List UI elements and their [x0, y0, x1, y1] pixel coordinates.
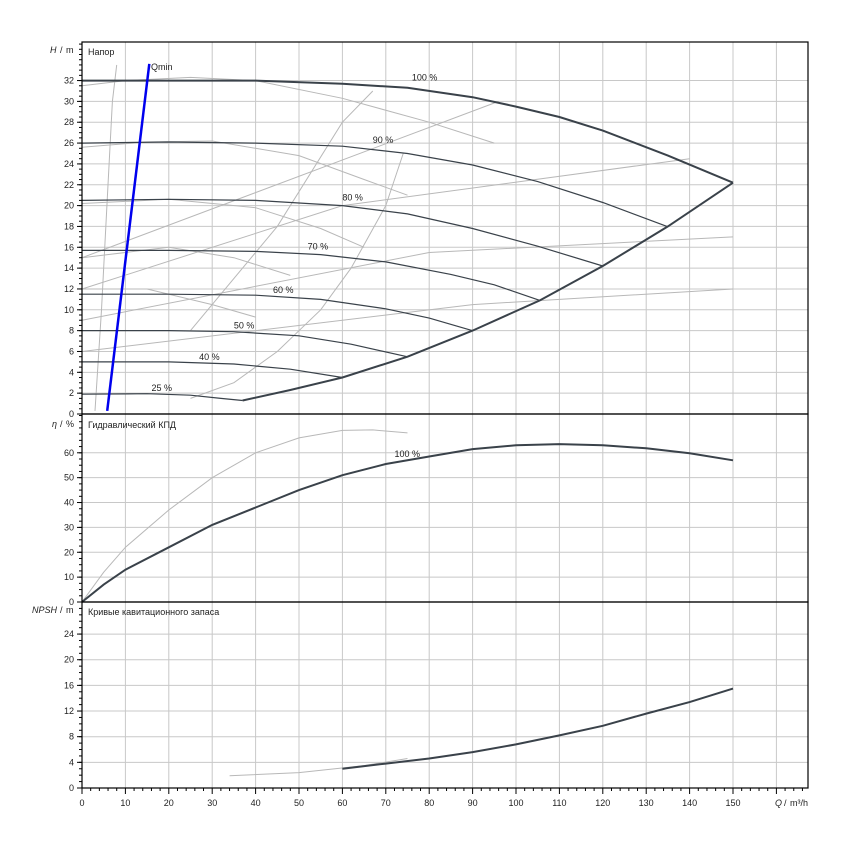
series-line — [82, 249, 541, 301]
reference-curve — [81, 236, 734, 321]
reference-curve — [81, 198, 365, 248]
x-tick-label: 50 — [294, 798, 304, 808]
x-tick-label: 0 — [79, 798, 84, 808]
eff-ylabel-unit: % — [66, 419, 74, 429]
xlabel-var: Q — [775, 798, 782, 808]
reference-curve — [82, 288, 256, 318]
x-tick-label: 150 — [725, 798, 740, 808]
y-tick-label: 12 — [64, 706, 74, 716]
head-ylabel-var: H — [50, 45, 57, 55]
x-tick-label: 120 — [595, 798, 610, 808]
head-panel-title: Напор — [88, 47, 114, 57]
panel-frame — [81, 41, 809, 415]
y-tick-label: 4 — [69, 757, 74, 767]
series-line — [342, 687, 734, 770]
npsh-ylabel-unit: m — [66, 605, 74, 615]
y-tick-label: 24 — [64, 159, 74, 169]
y-tick-label: 20 — [64, 201, 74, 211]
x-tick-label: 30 — [207, 798, 217, 808]
series-label: 25 % — [151, 383, 172, 393]
xlabel-sep: / — [784, 798, 787, 808]
x-tick-label: 130 — [639, 798, 654, 808]
y-tick-label: 26 — [64, 138, 74, 148]
x-tick-label: 80 — [424, 798, 434, 808]
panel-frame — [81, 601, 809, 789]
y-tick-label: 30 — [64, 96, 74, 106]
reference-curve — [81, 140, 408, 196]
x-tick-label: 100 — [508, 798, 523, 808]
max-envelope-line — [242, 181, 734, 402]
series-line — [81, 141, 668, 227]
xlabel-unit: m³/h — [790, 798, 808, 808]
y-tick-label: 10 — [64, 572, 74, 582]
y-tick-label: 4 — [69, 367, 74, 377]
x-tick-label: 60 — [337, 798, 347, 808]
series-line — [82, 330, 408, 358]
series-label: 70 % — [308, 241, 329, 251]
y-tick-label: 40 — [64, 498, 74, 508]
y-tick-label: 8 — [69, 326, 74, 336]
npsh-panel-title: Кривые кавитационного запаса — [88, 607, 219, 617]
y-tick-label: 50 — [64, 473, 74, 483]
ylabel-sep: / — [60, 45, 63, 55]
y-tick-label: 12 — [64, 284, 74, 294]
series-label: 100 % — [394, 449, 420, 459]
reference-curve — [190, 153, 404, 399]
qmin-line — [105, 63, 151, 412]
reference-curve — [94, 64, 118, 411]
npsh-ylabel-var: NPSH — [32, 605, 58, 615]
y-tick-label: 30 — [64, 522, 74, 532]
series-label: 90 % — [373, 135, 394, 145]
y-tick-label: 20 — [64, 655, 74, 665]
series-line — [82, 79, 734, 184]
panel-frame — [81, 413, 809, 603]
y-tick-label: 10 — [64, 305, 74, 315]
series-line — [81, 393, 243, 402]
y-tick-label: 0 — [69, 597, 74, 607]
reference-curve — [190, 90, 374, 331]
series-label: 50 % — [234, 321, 255, 331]
y-tick-label: 20 — [64, 547, 74, 557]
series-label: 60 % — [273, 285, 294, 295]
reference-curve — [81, 100, 499, 259]
x-tick-label: 140 — [682, 798, 697, 808]
y-tick-label: 0 — [69, 409, 74, 419]
series-line — [81, 443, 734, 603]
series-label: 100 % — [412, 73, 438, 83]
eff-ylabel-var: η — [52, 419, 57, 429]
x-tick-label: 40 — [251, 798, 261, 808]
y-tick-label: 6 — [69, 346, 74, 356]
y-tick-label: 24 — [64, 629, 74, 639]
series-line — [82, 293, 473, 332]
series-line — [81, 198, 603, 267]
series-label: 80 % — [342, 192, 363, 202]
x-tick-label: 110 — [552, 798, 566, 808]
x-tick-label: 20 — [164, 798, 174, 808]
y-tick-label: 22 — [64, 180, 74, 190]
y-tick-label: 16 — [64, 680, 74, 690]
series-label: 40 % — [199, 352, 220, 362]
reference-curve — [81, 429, 408, 603]
x-tick-label: 70 — [381, 798, 391, 808]
series-line — [82, 361, 343, 379]
y-tick-label: 32 — [64, 76, 74, 86]
y-tick-label: 28 — [64, 117, 74, 127]
reference-curve — [229, 758, 408, 777]
y-tick-label: 18 — [64, 221, 74, 231]
y-tick-label: 14 — [64, 263, 74, 273]
qmin-label: Qmin — [151, 62, 173, 72]
y-tick-label: 0 — [69, 783, 74, 793]
y-tick-label: 16 — [64, 242, 74, 252]
x-tick-label: 10 — [120, 798, 130, 808]
y-tick-label: 60 — [64, 448, 74, 458]
ylabel-sep: / — [60, 605, 63, 615]
reference-curve — [81, 288, 734, 352]
y-tick-label: 8 — [69, 732, 74, 742]
ylabel-sep: / — [60, 419, 63, 429]
y-tick-label: 2 — [69, 388, 74, 398]
head-ylabel-unit: m — [66, 45, 74, 55]
efficiency-panel-title: Гидравлический КПД — [88, 420, 176, 430]
x-tick-label: 90 — [468, 798, 478, 808]
